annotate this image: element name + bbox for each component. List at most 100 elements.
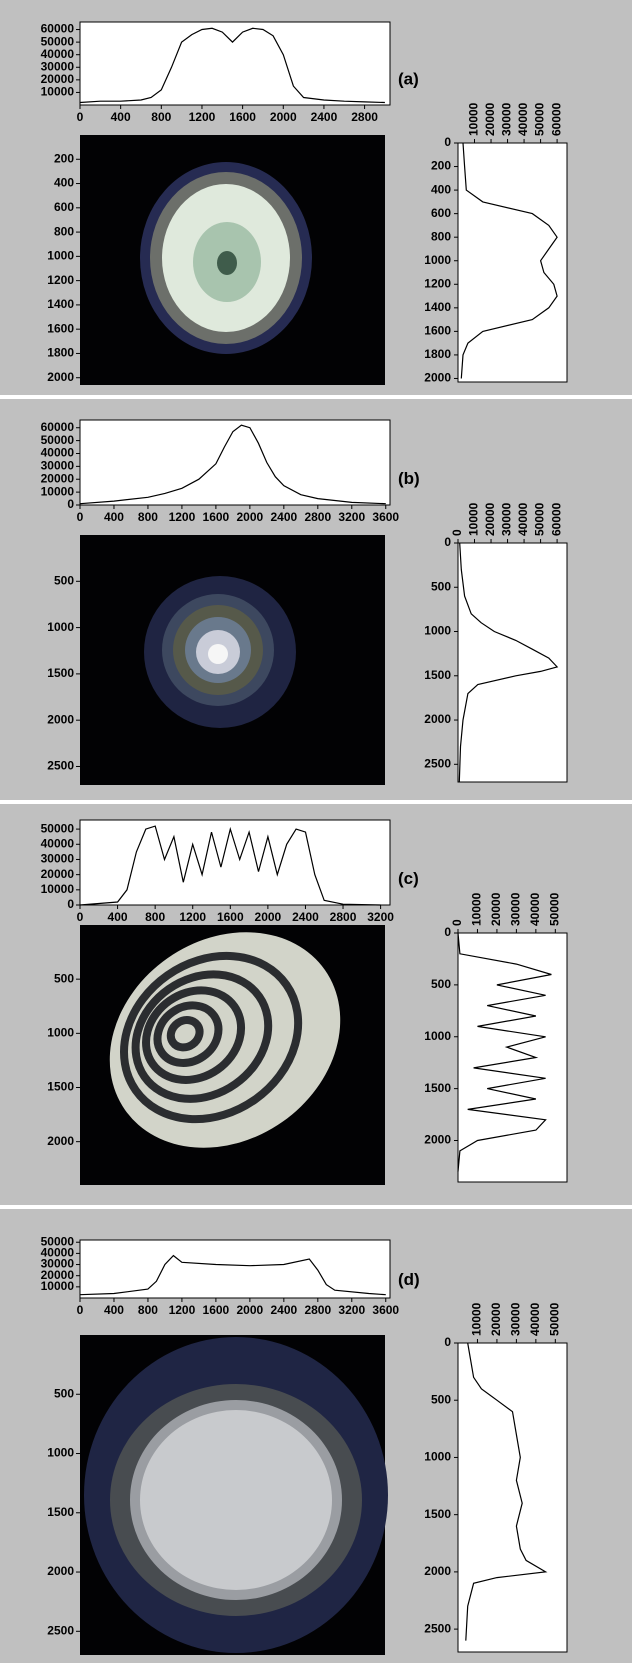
plot-area <box>79 819 391 906</box>
y-tick-label: 50000 <box>41 433 75 447</box>
beam-image-b <box>80 535 385 785</box>
y-tick-label: 600 <box>431 206 451 220</box>
x-tick-label: 400 <box>111 110 131 124</box>
y-tick-label: 2000 <box>47 1134 74 1148</box>
x-tick-label: 3600 <box>372 510 399 524</box>
x-tick-label: 50000 <box>533 502 547 536</box>
y-tick-label: 500 <box>431 579 451 593</box>
y-tick-label: 800 <box>54 224 74 238</box>
y-tick-label: 2500 <box>424 756 451 770</box>
y-tick-label: 50000 <box>41 821 75 835</box>
x-tick-label: 400 <box>108 910 128 924</box>
y-tick-label: 2000 <box>424 371 451 385</box>
x-tick-label: 2400 <box>311 110 338 124</box>
x-tick-label: 2000 <box>237 1303 264 1317</box>
y-tick-label: 500 <box>431 1392 451 1406</box>
y-tick-label: 400 <box>54 176 74 190</box>
x-tick-label: 1600 <box>217 910 244 924</box>
y-tick-label: 1500 <box>47 1080 74 1094</box>
y-tick-label: 1400 <box>47 297 74 311</box>
y-tick-label: 2500 <box>424 1621 451 1635</box>
plot-area <box>457 542 568 783</box>
y-tick-label: 500 <box>54 1386 74 1400</box>
beam-image-d <box>80 1335 388 1655</box>
y-tick-label: 1000 <box>47 1446 74 1460</box>
y-tick-label: 10000 <box>41 484 75 498</box>
x-tick-label: 1600 <box>229 110 256 124</box>
y-tick-label: 0 <box>67 897 74 911</box>
y-tick-label: 1500 <box>424 1081 451 1095</box>
x-tick-label: 2400 <box>292 910 319 924</box>
y-tick-label: 2000 <box>47 370 74 384</box>
x-tick-label: 2000 <box>270 110 297 124</box>
y-tick-label: 50000 <box>41 1234 75 1248</box>
y-tick-label: 60000 <box>41 420 75 434</box>
x-tick-label: 0 <box>77 1303 84 1317</box>
x-tick-label: 400 <box>104 1303 124 1317</box>
x-tick-label: 2800 <box>304 1303 331 1317</box>
x-tick-label: 1200 <box>189 110 216 124</box>
x-tick-label: 0 <box>450 919 464 926</box>
panel-label: (a) <box>398 70 419 89</box>
x-tick-label: 0 <box>77 510 84 524</box>
y-tick-label: 500 <box>54 573 74 587</box>
y-tick-label: 1800 <box>47 346 74 360</box>
x-tick-label: 3600 <box>372 1303 399 1317</box>
beam-image-a <box>80 135 385 385</box>
y-tick-label: 40000 <box>41 836 75 850</box>
x-tick-label: 30000 <box>509 892 523 926</box>
y-tick-label: 2000 <box>424 712 451 726</box>
y-tick-label: 20000 <box>41 1268 75 1282</box>
plot-area <box>457 142 568 383</box>
y-tick-label: 1000 <box>424 1029 451 1043</box>
x-tick-label: 40000 <box>528 892 542 926</box>
y-tick-label: 0 <box>444 1335 451 1349</box>
y-tick-label: 1000 <box>47 1026 74 1040</box>
profile-line <box>465 1342 548 1641</box>
y-tick-label: 40000 <box>41 1246 75 1260</box>
y-tick-label: 2000 <box>424 1133 451 1147</box>
y-tick-label: 40000 <box>41 446 75 460</box>
y-tick-label: 2000 <box>47 1564 74 1578</box>
y-tick-label: 10000 <box>41 882 75 896</box>
x-tick-label: 1600 <box>203 510 230 524</box>
y-tick-label: 1000 <box>47 249 74 263</box>
y-tick-label: 0 <box>444 535 451 549</box>
y-tick-label: 50000 <box>41 34 75 48</box>
x-tick-label: 1600 <box>203 1303 230 1317</box>
y-tick-label: 30000 <box>41 1257 75 1271</box>
x-tick-label: 2800 <box>351 110 378 124</box>
x-tick-label: 50000 <box>547 1302 561 1336</box>
separator <box>0 395 632 399</box>
y-tick-label: 1200 <box>47 273 74 287</box>
profile-line <box>79 825 381 906</box>
separator <box>0 800 632 804</box>
x-tick-label: 10000 <box>470 1302 484 1336</box>
plot-area <box>79 419 391 506</box>
y-tick-label: 20000 <box>41 867 75 881</box>
y-tick-label: 30000 <box>41 459 75 473</box>
x-tick-label: 50000 <box>533 102 547 136</box>
x-tick-label: 0 <box>450 529 464 536</box>
y-tick-label: 1800 <box>424 347 451 361</box>
x-tick-label: 2400 <box>270 510 297 524</box>
y-tick-label: 500 <box>54 971 74 985</box>
y-tick-label: 1600 <box>424 324 451 338</box>
plot-area <box>79 1239 391 1299</box>
y-tick-label: 20000 <box>41 471 75 485</box>
x-tick-label: 60000 <box>549 502 563 536</box>
x-tick-label: 40000 <box>528 1302 542 1336</box>
y-tick-label: 1000 <box>424 624 451 638</box>
x-tick-label: 400 <box>104 510 124 524</box>
x-tick-label: 800 <box>145 910 165 924</box>
y-tick-label: 10000 <box>41 1279 75 1293</box>
x-tick-label: 0 <box>77 110 84 124</box>
y-tick-label: 600 <box>54 200 74 214</box>
beam-image-c <box>80 925 385 1185</box>
panel-label: (b) <box>398 469 420 488</box>
y-tick-label: 2000 <box>424 1564 451 1578</box>
x-tick-label: 800 <box>138 510 158 524</box>
plot-area <box>457 1342 568 1653</box>
y-tick-label: 2500 <box>47 759 74 773</box>
